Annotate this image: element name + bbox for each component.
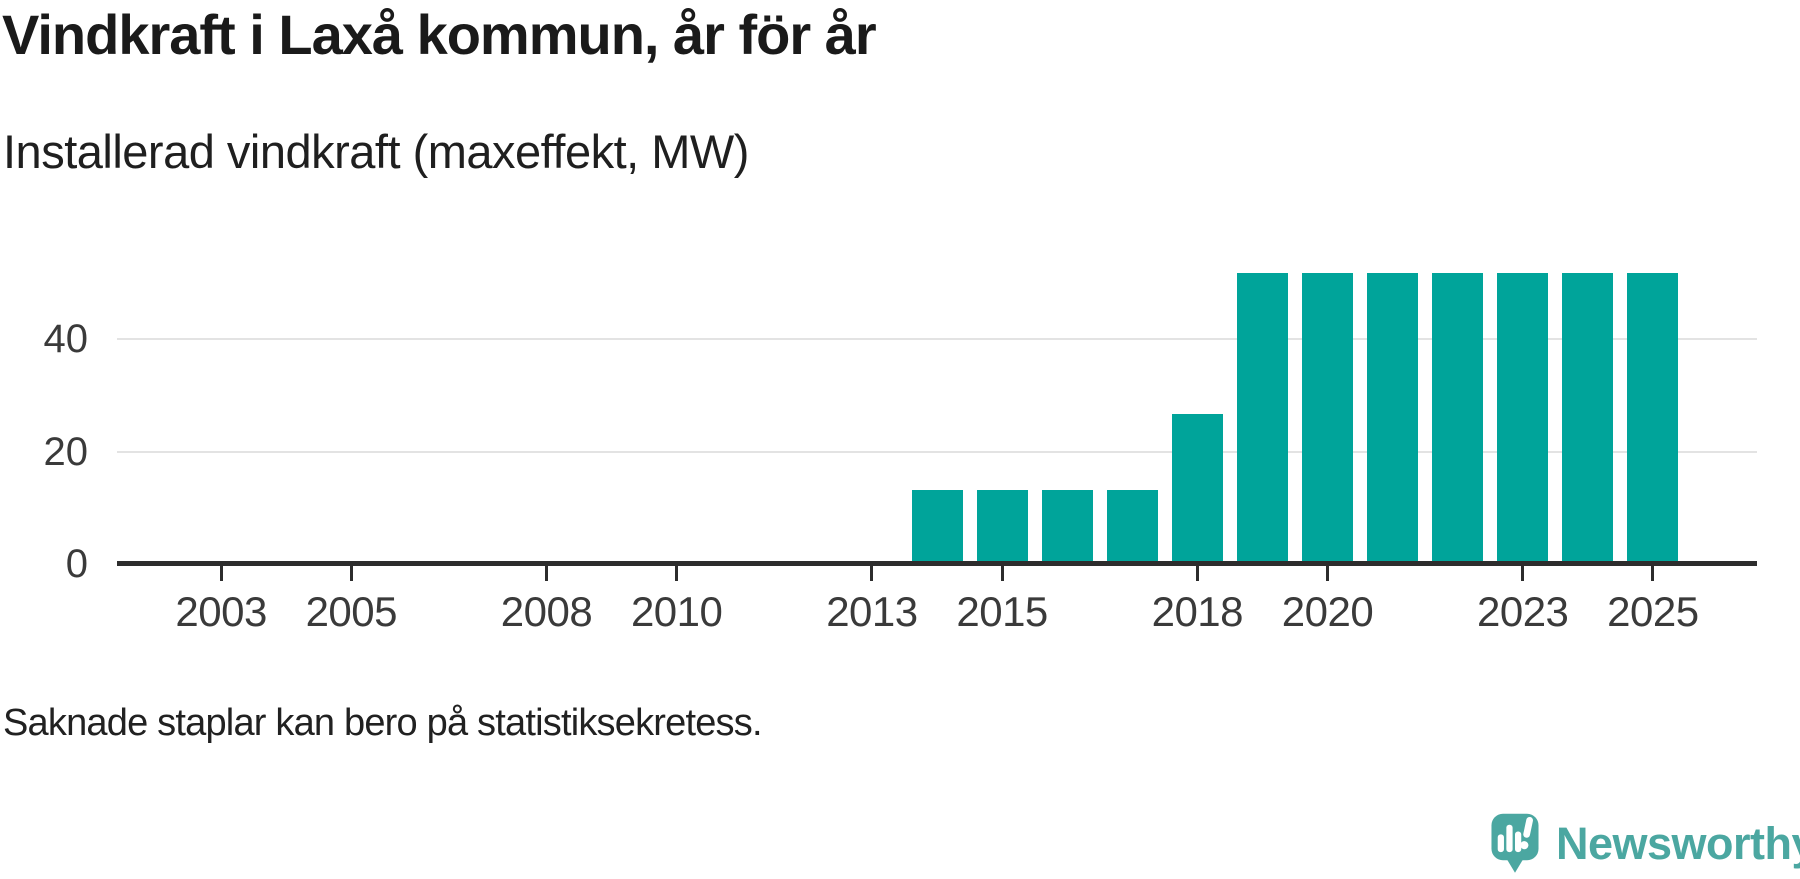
x-tick-2010: [675, 566, 679, 581]
bar-2021: [1367, 272, 1419, 564]
bar-2023: [1497, 272, 1549, 564]
speech-bubble-chart-icon: [1491, 813, 1539, 873]
x-axis-label-2025: 2025: [1607, 588, 1699, 635]
y-axis-label-0: 0: [65, 542, 88, 586]
x-axis-label-2003: 2003: [175, 588, 267, 635]
x-axis-label-2013: 2013: [826, 588, 918, 635]
x-axis-label-2015: 2015: [956, 588, 1048, 635]
bar-2018: [1171, 413, 1223, 564]
x-axis-label-2010: 2010: [630, 588, 723, 635]
gridline-20: [117, 450, 1757, 453]
chart-footnote: Saknade staplar kan bero på statistiksek…: [3, 702, 763, 744]
brand-logo: Newsworthy: [1491, 813, 1800, 875]
x-tick-2003: [219, 566, 223, 581]
x-tick-2013: [870, 566, 874, 581]
x-axis-label-2023: 2023: [1476, 588, 1569, 635]
bar-2016: [1041, 489, 1093, 564]
brand-name: Newsworthy: [1556, 818, 1800, 869]
x-axis-label-2020: 2020: [1281, 588, 1374, 635]
x-tick-2015: [1000, 566, 1004, 581]
bar-2022: [1432, 272, 1484, 564]
x-tick-2008: [545, 566, 549, 581]
bar-2024: [1562, 272, 1614, 564]
chart-title: Vindkraft i Laxå kommun, år för år: [2, 3, 877, 66]
chart-subtitle: Installerad vindkraft (maxeffekt, MW): [3, 125, 749, 178]
y-axis-label-20: 20: [43, 429, 89, 474]
x-axis-line: [117, 561, 1757, 566]
y-axis-label-40: 40: [43, 317, 89, 362]
bar-2025: [1627, 272, 1679, 564]
x-axis-label-2008: 2008: [500, 588, 593, 635]
x-tick-2020: [1325, 566, 1329, 581]
x-tick-2018: [1195, 566, 1199, 581]
bar-2015: [976, 489, 1028, 564]
x-axis-label-2018: 2018: [1151, 588, 1244, 635]
x-tick-2005: [349, 566, 353, 581]
x-tick-2023: [1521, 566, 1525, 581]
bar-2014: [911, 489, 963, 564]
bar-2019: [1236, 272, 1288, 564]
x-axis-label-2005: 2005: [305, 588, 398, 635]
gridline-40: [117, 338, 1757, 341]
bar-2020: [1301, 272, 1353, 564]
x-tick-2025: [1651, 566, 1655, 581]
bar-2017: [1106, 489, 1158, 564]
